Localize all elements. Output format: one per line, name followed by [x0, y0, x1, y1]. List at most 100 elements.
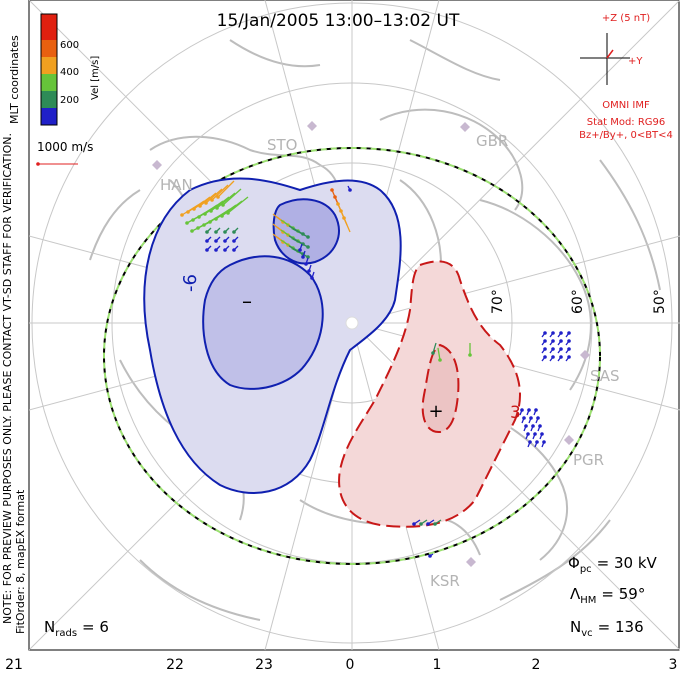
velocity-vector-origin — [533, 432, 537, 436]
velocity-vector-origin — [298, 248, 302, 252]
velocity-vector-origin — [223, 239, 227, 243]
latitude-label-70: 70° — [490, 289, 506, 314]
velocity-vector-origin — [214, 248, 218, 252]
stat-symbol: N — [570, 618, 581, 636]
potential-minimum-marker: – — [242, 289, 252, 313]
velocity-vector-origin — [214, 217, 218, 221]
velocity-vector — [204, 200, 224, 215]
stat-subscript: HM — [580, 595, 596, 606]
velocity-vector-origin — [306, 255, 310, 259]
velocity-vector-origin — [543, 331, 547, 335]
velocity-vector-origin — [559, 331, 563, 335]
station-marker — [460, 122, 470, 132]
station-label: STO — [267, 136, 298, 154]
fit-order-note: FitOrder: 8, mapEX format — [14, 489, 27, 634]
velocity-vector-origin — [210, 198, 214, 202]
stat-symbol: Φ — [568, 554, 580, 572]
colorbar-swatch — [41, 74, 57, 91]
imf-y-label: +Y — [628, 56, 643, 67]
velocity-vector-origin — [196, 226, 200, 230]
velocity-vector-origin — [223, 248, 227, 252]
colorbar-tick: 200 — [60, 95, 79, 106]
imf-clock: +Z (5 nT) +Y OMNI IMF Stat Mod: RG96 Bz+… — [579, 13, 673, 141]
latitude-labels: 70° 60° 50° — [490, 289, 668, 314]
velocity-vector-origin — [204, 201, 208, 205]
colorbar-swatch — [41, 108, 57, 125]
velocity-vectors — [180, 180, 571, 558]
velocity-vector-origin — [526, 432, 530, 436]
velocity-vector-origin — [307, 269, 311, 273]
map-statistics: Φpc = 30 kV ΛHM = 59° Nvc = 136 Nrads = 6 — [44, 554, 658, 639]
stat-symbol: Λ — [570, 585, 581, 603]
velocity-vector-origin — [567, 355, 571, 359]
station-marker — [152, 160, 162, 170]
velocity-vector-origin — [527, 408, 531, 412]
velocity-vector-origin — [214, 230, 218, 234]
velocity-vector-origin — [333, 195, 337, 199]
velocity-vector-origin — [198, 204, 202, 208]
station-marker — [466, 557, 476, 567]
velocity-vector — [199, 192, 217, 207]
station-markers — [152, 121, 590, 567]
station-label: KSR — [430, 572, 460, 590]
mlt-tick-label: 3 — [669, 657, 678, 673]
velocity-vector-origin — [534, 408, 538, 412]
velocity-vector-origin — [428, 554, 432, 558]
coastline-britain — [409, 39, 501, 81]
velocity-vector-origin — [531, 424, 535, 428]
velocity-vector — [217, 180, 235, 198]
velocity-vector-origin — [342, 216, 346, 220]
velocity-vector — [210, 196, 230, 212]
neg-contour-label: -6 — [180, 274, 201, 292]
velocity-vector-origin — [528, 440, 532, 444]
velocity-vector-origin — [202, 223, 206, 227]
velocity-vector-origin — [567, 331, 571, 335]
velocity-vector-origin — [226, 211, 230, 215]
velocity-vector-origin — [524, 424, 528, 428]
stat-value: = 136 — [598, 618, 644, 636]
velocity-colorbar: 600 400 200 Vel [m/s] — [40, 13, 101, 126]
velocity-vector-origin — [438, 358, 442, 362]
stat-subscript: vc — [581, 628, 592, 639]
velocity-vector-origin — [426, 522, 430, 526]
stat-value: = 6 — [82, 618, 109, 636]
pos-contour-label: 3 — [510, 403, 521, 423]
velocity-vector-origin — [185, 221, 189, 225]
velocity-vector — [205, 188, 223, 204]
scale-vector: 1000 m/s — [36, 140, 93, 166]
potential-maximum-marker: + — [428, 401, 443, 422]
coordinate-system-label: MLT coordinates — [8, 35, 21, 124]
stat-subscript: rads — [55, 628, 77, 639]
velocity-vector-origin — [186, 210, 190, 214]
imf-stat-model: Stat Mod: RG96 — [587, 117, 666, 128]
velocity-vector-origin — [310, 276, 314, 280]
station-marker — [580, 350, 590, 360]
velocity-vector-origin — [191, 218, 195, 222]
velocity-vector-origin — [535, 440, 539, 444]
station-marker — [564, 435, 574, 445]
velocity-vector-origin — [208, 220, 212, 224]
velocity-vector-origin — [559, 347, 563, 351]
station-label: SAS — [590, 367, 620, 385]
map-title: 15/Jan/2005 13:00–13:02 UT — [217, 11, 460, 31]
velocity-vector-origin — [205, 239, 209, 243]
scale-vector-label: 1000 m/s — [37, 140, 93, 154]
velocity-vector-origin — [306, 235, 310, 239]
stat-value: = 59° — [601, 585, 645, 603]
stat-phi-pc: Φpc = 30 kV — [568, 554, 658, 575]
negative-potential-cell: -6 – — [143, 177, 402, 494]
mlt-tick-label: 1 — [433, 657, 442, 673]
velocity-vector-origin — [431, 351, 435, 355]
velocity-vector-origin — [559, 339, 563, 343]
velocity-vector-origin — [543, 347, 547, 351]
velocity-vector-origin — [180, 213, 184, 217]
velocity-vector-origin — [542, 440, 546, 444]
latitude-label-60: 60° — [570, 289, 586, 314]
velocity-vector-origin — [221, 203, 225, 207]
colorbar-swatch — [41, 40, 57, 57]
velocity-vector-origin — [205, 248, 209, 252]
velocity-vector-origin — [304, 262, 308, 266]
neg-contour-mid — [202, 255, 324, 390]
velocity-vector-origin — [540, 432, 544, 436]
velocity-vector — [343, 217, 351, 233]
